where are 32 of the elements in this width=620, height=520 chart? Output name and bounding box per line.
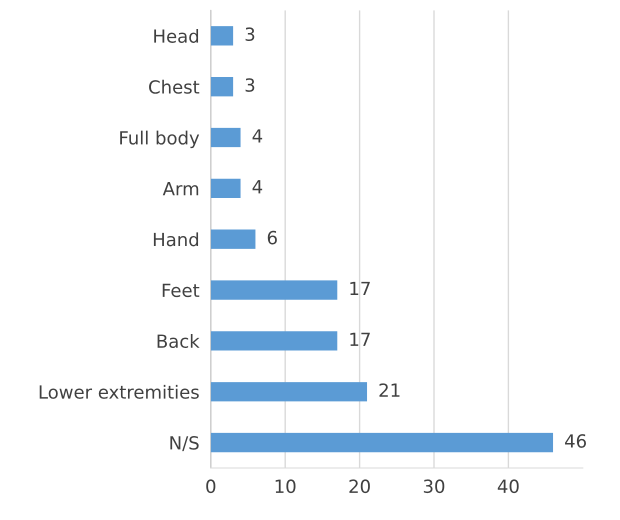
y-tick-label: Chest — [149, 80, 200, 94]
data-label: 17 — [350, 282, 370, 296]
x-tick-label: 10 — [276, 479, 296, 494]
x-tick-label: 20 — [349, 479, 370, 494]
y-tick-label: N/S — [170, 436, 199, 452]
bar — [210, 280, 338, 300]
y-tick-label: Lower extremities — [40, 384, 199, 399]
y-tick-label: Hand — [154, 232, 198, 246]
bar — [210, 77, 234, 96]
data-label: 46 — [565, 434, 586, 448]
y-tick-label: Full body — [120, 130, 200, 148]
y-tick-label: Feet — [162, 284, 200, 298]
bar — [210, 432, 554, 452]
bar — [210, 178, 241, 198]
data-label: 4 — [252, 129, 262, 142]
y-tick-label: Arm — [162, 182, 198, 196]
bar — [210, 331, 338, 351]
bar — [210, 230, 256, 249]
bar — [210, 26, 234, 46]
data-label: 17 — [350, 332, 370, 346]
bar — [210, 382, 368, 402]
data-label: 4 — [252, 180, 262, 194]
bar — [210, 128, 241, 148]
data-label: 21 — [379, 383, 400, 397]
y-tick-label: Head — [154, 28, 198, 43]
data-label: 3 — [246, 27, 254, 42]
x-tick-label: 30 — [424, 479, 444, 494]
x-tick-label: 40 — [498, 479, 519, 494]
data-label: 3 — [246, 78, 254, 92]
x-tick-label: 0 — [206, 479, 216, 494]
data-label: 6 — [268, 230, 277, 244]
y-tick-label: Back — [158, 334, 200, 348]
